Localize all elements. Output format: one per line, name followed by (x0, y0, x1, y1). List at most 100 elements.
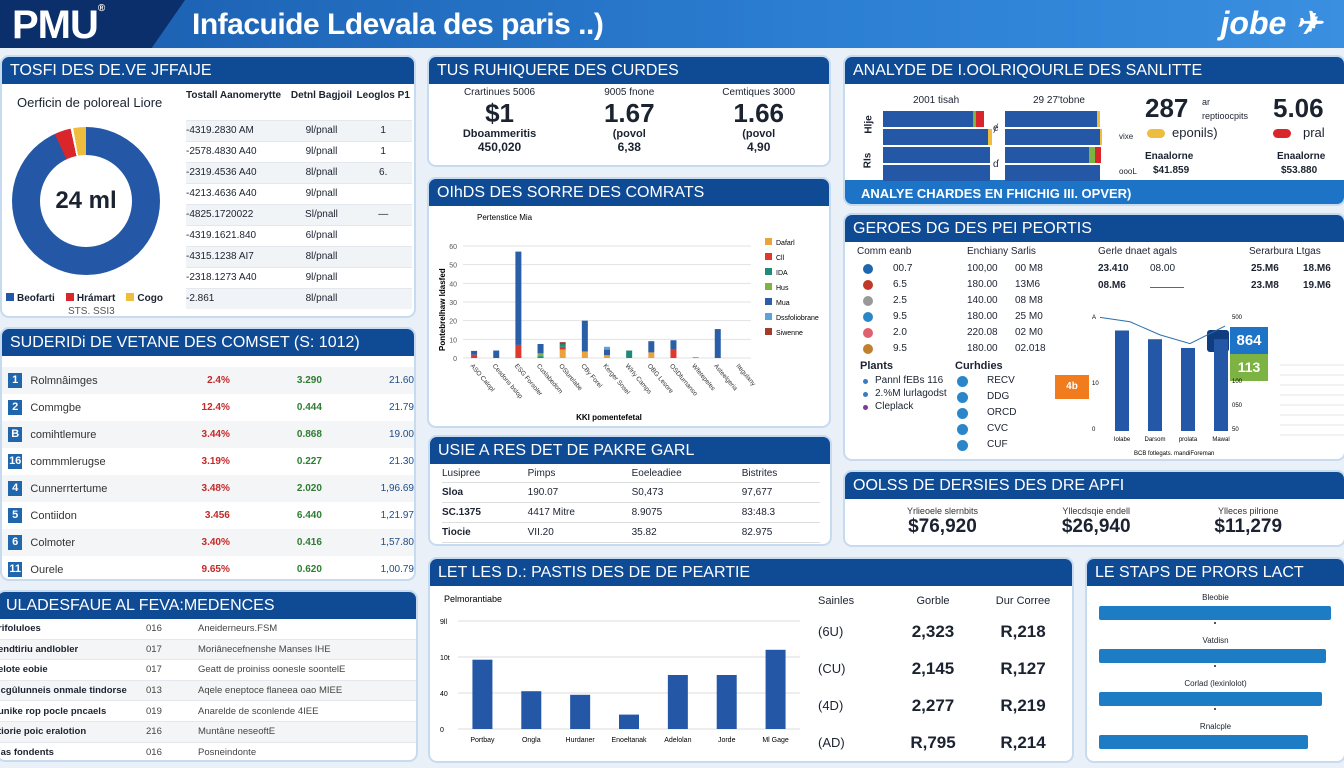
amount-value: 19.00 (388, 429, 414, 440)
cell: 23.410 (1098, 263, 1129, 274)
table-cell: S0,473 (631, 486, 664, 498)
reference-row[interactable]: unike rop pocle pncaels 019 Anarelde de sc… (0, 701, 416, 722)
table-row[interactable]: -2319.4536 A40 8l/pnall 6. (186, 162, 412, 183)
table-row[interactable]: SC.1375 4417 Mitre 8.9075 83:48.3 (442, 502, 820, 522)
table-row[interactable]: -4319.1621.840 6l/pnall (186, 225, 412, 246)
bar-segment (648, 352, 655, 358)
list-item: ORCD (987, 407, 1017, 418)
reference-row[interactable]: tiorie poic eralotion 216 Muntâne neseoftE (0, 721, 416, 743)
cell: 18.M6 (1303, 263, 1331, 274)
table-cell: 4417 Mitre (527, 506, 575, 518)
y-tick-label: 0 (440, 727, 444, 734)
step-connector-dot (1214, 665, 1216, 667)
kpi-sup: reptioocpits (1202, 111, 1249, 121)
list-item: Cleplack (875, 401, 914, 412)
pmu-logo[interactable]: PMU® (0, 0, 185, 48)
table-cell: -4213.4636 A40 (186, 188, 257, 199)
ranking-row[interactable]: 11 Ourele 9.65% 0.620 1,00.79 (2, 556, 414, 579)
step-progress-bar[interactable] (1099, 649, 1327, 663)
cell: 180.00 (967, 279, 998, 290)
bar-segment (537, 353, 544, 357)
bar-segment (537, 344, 544, 354)
step-progress-bar[interactable] (1099, 735, 1308, 749)
step-progress-bar[interactable] (1099, 606, 1331, 620)
cell: 100,00 (967, 263, 998, 274)
total-value: $11,279 (1214, 516, 1283, 537)
analysis-banner[interactable]: ANALYE CHARDES EN FHICHIG III. OPVER) (845, 180, 1344, 204)
status-dot-icon (863, 296, 873, 306)
currency-icon (957, 440, 968, 451)
bullet-icon (863, 405, 868, 410)
status-dot-icon (863, 328, 873, 338)
step-connector-dot (1214, 622, 1216, 624)
ranking-row[interactable]: 1 Rolmnâimges 2.4% 3.290 21.60 (2, 367, 414, 394)
reference-row[interactable]: icgûlunneis onmale tindorse 013 Aqele enep… (0, 680, 416, 702)
table-row[interactable]: -4825.1720022 Sl/pnall — (186, 204, 412, 225)
y-tick-label: 10 (1092, 381, 1099, 387)
reference-row[interactable]: las fondents 016 Posneindonte (0, 743, 416, 760)
table-row[interactable]: -4319.2830 AM 9l/pnall 1 (186, 120, 412, 141)
bar-chart: Pelmorantiabe 0 40 10t 9ll Portbay Ongla Hurdan… (440, 594, 800, 744)
ranking-row[interactable]: 4 Cunnerrtertume 3.48% 2.020 1,96.69 (2, 475, 414, 502)
column-header: Leoglos P1 (356, 90, 410, 101)
step-progress-bar[interactable] (1099, 692, 1322, 706)
analysis-panel: ANALYDE DE I.OOLRIQOURLE DES SANLITTE 20… (843, 55, 1344, 206)
table-row[interactable]: -2318.1273 A40 9l/pnall (186, 267, 412, 288)
table-row[interactable]: Sloa 190.07 S0,473 97,677 (442, 482, 820, 502)
reference-code: 016 (146, 746, 162, 758)
kpi-amount: $53.880 (1281, 165, 1318, 176)
table-row[interactable]: -4315.1238 AI7 8l/pnall (186, 246, 412, 267)
reference-name: unike rop pocle pncaels (0, 705, 107, 717)
rank-badge: 11 (8, 562, 23, 577)
reference-row[interactable]: elote eobie 017 Geatt de proiniss oonesle … (0, 660, 416, 681)
total-label: Yllecdsqie endell (1062, 506, 1130, 516)
bar-segment (692, 357, 699, 358)
bar-segment (493, 350, 500, 358)
series-code: (4D) (818, 698, 844, 713)
reference-name: icgûlunneis onmale tindorse (0, 685, 127, 697)
parties-panel: LET LES D.: PASTIS DES DE DE PEARTIE Pel… (428, 557, 1074, 763)
bullet-icon (863, 379, 868, 384)
table-row[interactable]: -2.861 8l/pnall (186, 288, 412, 309)
section-heading: Plants (860, 360, 894, 372)
table-row[interactable]: (AD) R,795 R,214 (818, 724, 1068, 761)
total-value: $26,940 (1061, 516, 1131, 537)
panel-title: SUDERIDi DE VETANE DES COMSET (S: 1012) (2, 329, 414, 356)
percent-change: 3.48% (201, 483, 230, 494)
table-row[interactable]: (6U) 2,323 R,218 (818, 613, 1068, 650)
table-cell: -2578.4830 A40 (186, 146, 257, 157)
cell: 220.08 (967, 327, 998, 338)
table-cell: 97,677 (741, 486, 773, 498)
group-label: 29 27'tobne (1033, 95, 1085, 106)
mid-label: ɗ (993, 159, 999, 170)
table-row[interactable]: Tiocie VII.20 35.82 82.975 (442, 522, 820, 542)
kpi-label: Enaalorne (1277, 151, 1326, 162)
legend-swatch (765, 253, 772, 260)
brand-logo[interactable]: jobe ✈ (1221, 4, 1322, 42)
ranking-row[interactable]: 16 commmlerugse 3.19% 0.227 21.30 (2, 448, 414, 475)
percent-change: 3.19% (201, 456, 230, 467)
reference-name: endtiriu andlobler (0, 643, 79, 655)
reference-name: las fondents (0, 746, 54, 758)
x-tick-label: Itegulany (734, 363, 757, 388)
reference-name: rifoluloes (0, 623, 41, 635)
step-label: Rnalcple (1199, 722, 1232, 731)
table-row[interactable]: -4213.4636 A40 9l/pnall (186, 183, 412, 204)
table-row[interactable]: (4D) 2,277 R,219 (818, 687, 1068, 724)
brand-text: jobe (1220, 5, 1287, 41)
table-row[interactable]: -2578.4830 A40 9l/pnall 1 (186, 141, 412, 162)
reference-desc: Moriânecefnenshe Manses IHE (198, 643, 331, 655)
reference-row[interactable]: rifoluloes 016 Aneiderneurs.FSM (0, 619, 416, 640)
legend-label: Hrámart (76, 293, 116, 304)
y-tick-label: 10 (449, 337, 457, 344)
bar-segment (1095, 147, 1101, 163)
reference-row[interactable]: endtiriu andlobler 017 Moriânecefnenshe Ma… (0, 639, 416, 661)
ranking-row[interactable]: 6 Colmoter 3.40% 0.416 1,57.80 (2, 529, 414, 556)
ranking-row[interactable]: 2 Commgbe 12.4% 0.444 21.79 (2, 394, 414, 421)
bar-segment (515, 251, 522, 345)
ratio-value: 0.444 (296, 402, 322, 413)
amount-value: 1,96.69 (380, 483, 414, 494)
ranking-row[interactable]: 5 Contiidon 3.456 6.440 1,21.97 (2, 502, 414, 529)
table-row[interactable]: (CU) 2,145 R,127 (818, 650, 1068, 687)
